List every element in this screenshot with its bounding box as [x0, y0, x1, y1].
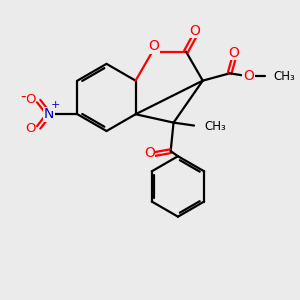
- Text: O: O: [144, 146, 155, 160]
- Text: CH₃: CH₃: [204, 120, 226, 133]
- Text: N: N: [44, 107, 54, 121]
- Text: O: O: [189, 23, 200, 38]
- Text: O: O: [25, 122, 36, 135]
- Text: O: O: [148, 39, 159, 53]
- Text: O: O: [25, 93, 36, 106]
- Text: O: O: [243, 69, 254, 83]
- Text: CH₃: CH₃: [273, 70, 295, 83]
- Text: O: O: [228, 46, 239, 60]
- Text: +: +: [51, 100, 60, 110]
- Text: -: -: [21, 88, 26, 103]
